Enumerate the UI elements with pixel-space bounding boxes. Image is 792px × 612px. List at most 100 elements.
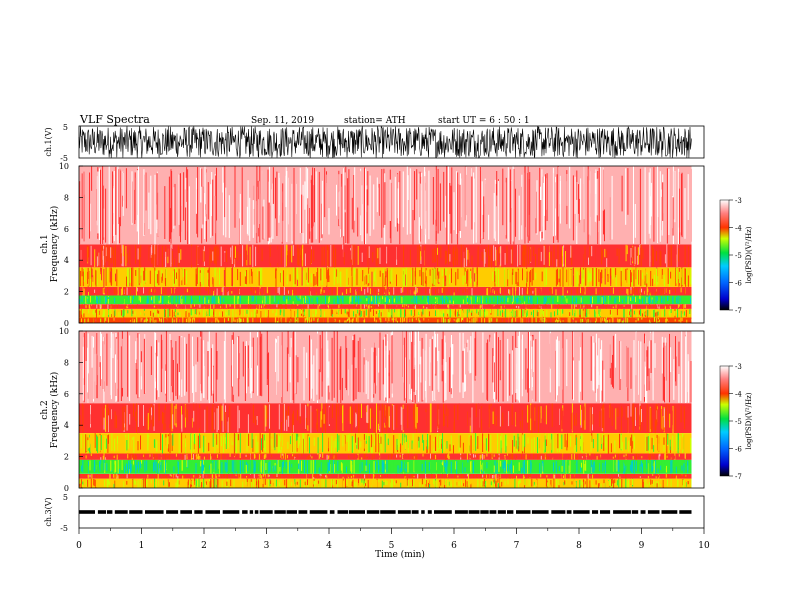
spectral-streak: [385, 479, 387, 485]
spectral-streak: [284, 244, 286, 268]
spectral-streak: [617, 304, 619, 309]
spectral-streak: [512, 287, 514, 296]
spectral-streak: [285, 304, 287, 309]
spectral-streak: [448, 320, 450, 323]
spectral-streak: [167, 479, 169, 487]
spectral-streak: [437, 168, 439, 234]
spectral-streak: [616, 480, 618, 486]
spectral-streak: [383, 267, 385, 277]
spectral-streak: [527, 166, 529, 243]
spectral-streak: [249, 197, 251, 241]
spectral-streak: [521, 308, 522, 318]
spectral-streak: [129, 318, 130, 322]
spectral-streak: [147, 298, 149, 304]
spectral-streak: [439, 183, 441, 231]
spectral-streak: [360, 299, 362, 302]
spectral-streak: [132, 478, 134, 488]
spectral-streak: [687, 304, 689, 309]
spectral-streak: [257, 287, 258, 295]
spectral-streak: [345, 166, 347, 243]
spectral-streak: [440, 246, 442, 259]
spectral-streak: [556, 304, 558, 309]
spectral-streak: [117, 248, 119, 267]
spectral-streak: [572, 252, 574, 265]
spectral-streak: [159, 306, 161, 309]
spectral-streak: [397, 298, 399, 303]
spectral-streak: [196, 267, 198, 285]
spectral-streak: [332, 289, 334, 296]
spectral-streak: [615, 244, 616, 256]
spectral-streak: [335, 287, 337, 296]
spectral-streak: [554, 311, 555, 317]
spectral-streak: [342, 295, 344, 304]
spectral-streak: [415, 287, 417, 294]
spectral-streak: [373, 309, 374, 316]
spectral-streak: [521, 174, 523, 240]
spectral-streak: [553, 287, 555, 294]
spectral-streak: [350, 479, 352, 485]
spectral-streak: [95, 304, 97, 308]
spectral-streak: [351, 197, 353, 230]
spectral-streak: [442, 287, 444, 291]
spectral-streak: [351, 267, 353, 277]
spectral-streak: [266, 295, 268, 300]
spectral-streak: [496, 168, 498, 243]
spectral-streak: [186, 167, 188, 202]
spectral-streak: [563, 482, 565, 486]
spectral-streak: [197, 246, 199, 264]
spectral-streak: [311, 249, 312, 264]
spectral-streak: [93, 270, 95, 285]
spectral-streak: [269, 248, 271, 257]
spectral-streak: [571, 309, 573, 317]
spectral-streak: [664, 304, 666, 309]
spectral-streak: [640, 296, 642, 305]
spectral-streak: [606, 258, 608, 267]
spectral-streak: [670, 478, 672, 487]
spectral-streak: [87, 267, 89, 287]
spectral-streak: [633, 310, 635, 315]
spectral-streak: [454, 318, 456, 322]
spectral-streak: [456, 248, 458, 265]
spectral-streak: [326, 287, 328, 293]
spectral-streak: [163, 304, 165, 308]
spectral-streak: [343, 480, 344, 488]
spectral-streak: [371, 297, 373, 300]
spectral-streak: [127, 305, 129, 308]
spectral-streak: [182, 480, 184, 486]
spectral-streak: [86, 245, 88, 262]
spectral-streak: [196, 309, 197, 315]
spectral-streak: [319, 245, 321, 265]
spectral-streak: [147, 311, 149, 315]
spectral-streak: [138, 166, 139, 245]
spectral-streak: [549, 484, 551, 488]
spectral-streak: [338, 304, 340, 309]
spectral-streak: [419, 482, 421, 487]
spectral-streak: [261, 248, 263, 262]
spectral-streak: [563, 245, 565, 267]
spectral-streak: [526, 304, 528, 308]
spectral-streak: [609, 268, 611, 279]
spectral-streak: [561, 296, 563, 303]
spectral-streak: [407, 248, 409, 266]
spectral-streak: [544, 317, 546, 322]
spectral-streak: [380, 305, 382, 307]
spectral-streak: [236, 310, 237, 314]
spectral-streak: [249, 310, 251, 318]
spectral-streak: [412, 251, 414, 264]
spectral-streak: [633, 247, 635, 266]
spectral-streak: [93, 479, 95, 486]
spectral-streak: [124, 478, 126, 487]
spectral-streak: [162, 207, 164, 239]
spectral-streak: [155, 309, 157, 316]
spectral-streak: [330, 309, 332, 317]
spectral-streak: [104, 309, 106, 317]
spectral-streak: [378, 318, 380, 323]
spectral-streak: [97, 252, 99, 267]
spectral-streak: [171, 305, 173, 309]
spectral-streak: [374, 317, 376, 321]
spectral-streak: [235, 246, 236, 258]
spectral-streak: [380, 287, 382, 293]
spectral-streak: [597, 289, 599, 294]
spectral-streak: [278, 304, 279, 309]
spectral-streak: [97, 309, 99, 315]
